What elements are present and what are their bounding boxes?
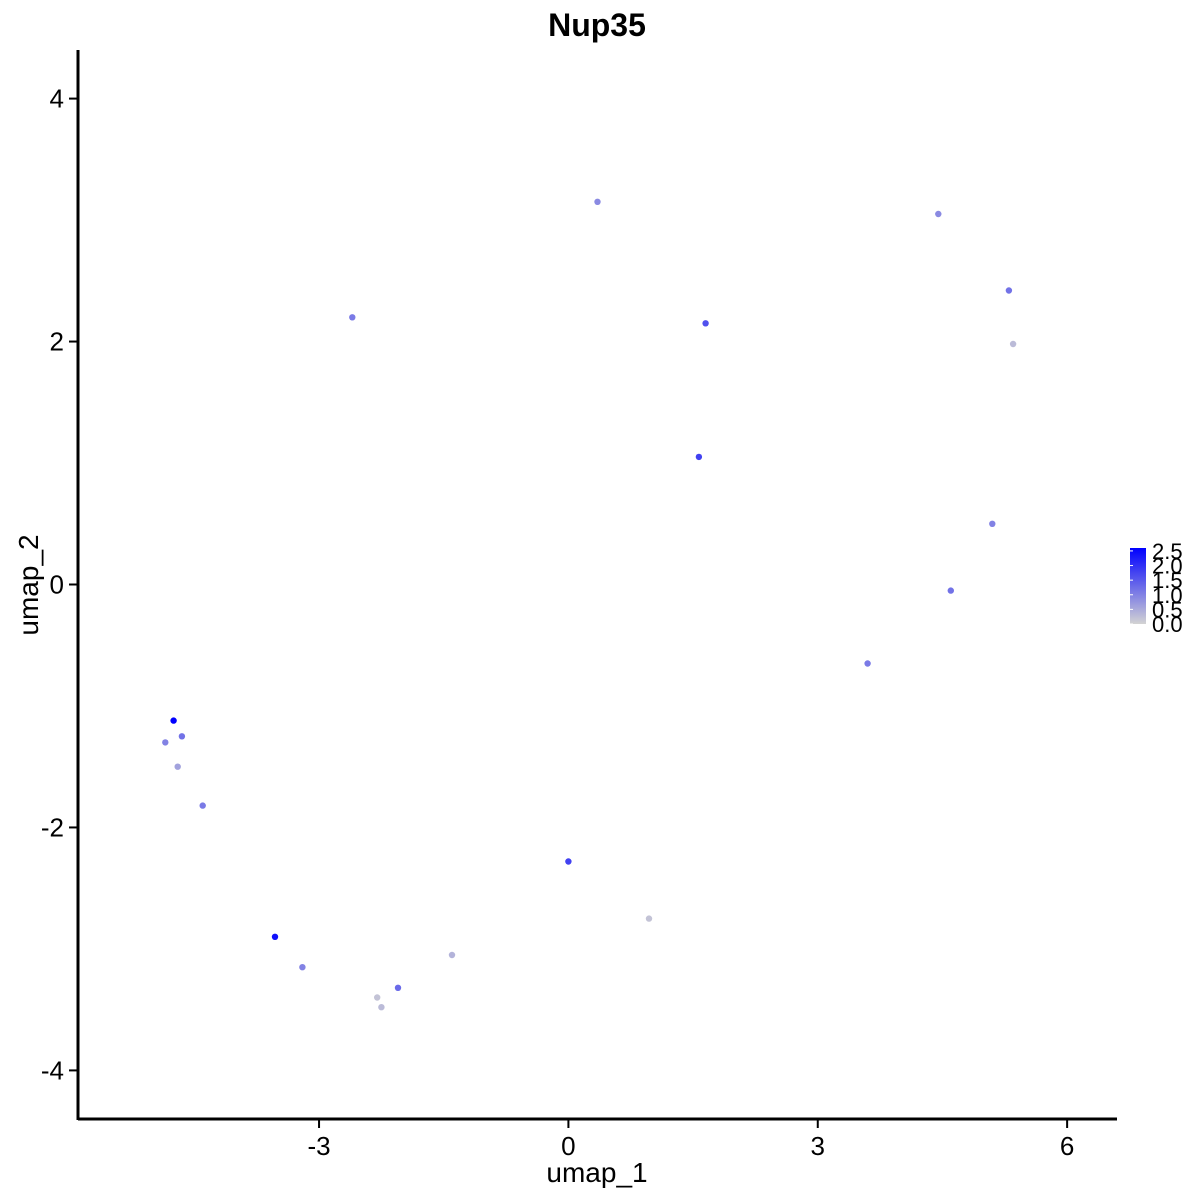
x-tick-label: 0	[561, 1131, 575, 1161]
y-axis-title: umap_2	[13, 534, 44, 635]
data-point	[935, 210, 942, 218]
data-point	[594, 198, 601, 205]
data-point	[174, 763, 181, 770]
x-tick-label: 6	[1060, 1131, 1074, 1161]
x-tick-label: -3	[307, 1131, 330, 1161]
legend-label: 2.0	[1152, 554, 1183, 579]
points-layer	[162, 198, 1017, 1011]
y-ticks: -4 -2 0 2 4	[41, 84, 78, 1085]
data-point	[702, 320, 709, 327]
y-tick-label: 2	[50, 327, 64, 357]
data-point	[448, 951, 456, 959]
data-point	[178, 733, 186, 740]
y-tick-label: 4	[50, 84, 64, 114]
data-point	[299, 964, 306, 971]
x-ticks: -3 0 3 6	[307, 1119, 1074, 1161]
data-point	[394, 984, 402, 991]
legend-ticks: 0.00.51.01.52.02.5	[1130, 539, 1183, 637]
data-point	[199, 802, 206, 809]
data-point	[1005, 287, 1013, 294]
data-point	[374, 994, 381, 1001]
legend-label: 0.0	[1152, 612, 1183, 637]
data-point	[162, 739, 169, 746]
plot-title: Nup35	[548, 7, 646, 43]
data-point	[947, 587, 954, 594]
data-point	[565, 858, 572, 865]
y-tick-label: 0	[50, 570, 64, 600]
data-point	[695, 453, 703, 461]
legend-label: 2.5	[1152, 539, 1183, 564]
data-point	[864, 660, 871, 667]
data-point	[989, 520, 996, 527]
data-point	[645, 915, 653, 922]
color-legend: 0.00.51.01.52.02.5	[1130, 539, 1183, 637]
legend-label: 0.5	[1152, 597, 1183, 622]
data-point	[1009, 340, 1017, 348]
legend-label: 1.5	[1152, 568, 1183, 593]
data-point	[170, 717, 177, 724]
legend-colorbar	[1130, 548, 1146, 624]
data-point	[349, 314, 356, 321]
x-tick-label: 3	[811, 1131, 825, 1161]
data-point	[378, 1004, 385, 1011]
x-axis-title: umap_1	[546, 1157, 647, 1188]
data-point	[271, 933, 279, 940]
y-tick-label: -4	[41, 1055, 64, 1085]
y-tick-label: -2	[41, 812, 64, 842]
legend-label: 1.0	[1152, 583, 1183, 608]
